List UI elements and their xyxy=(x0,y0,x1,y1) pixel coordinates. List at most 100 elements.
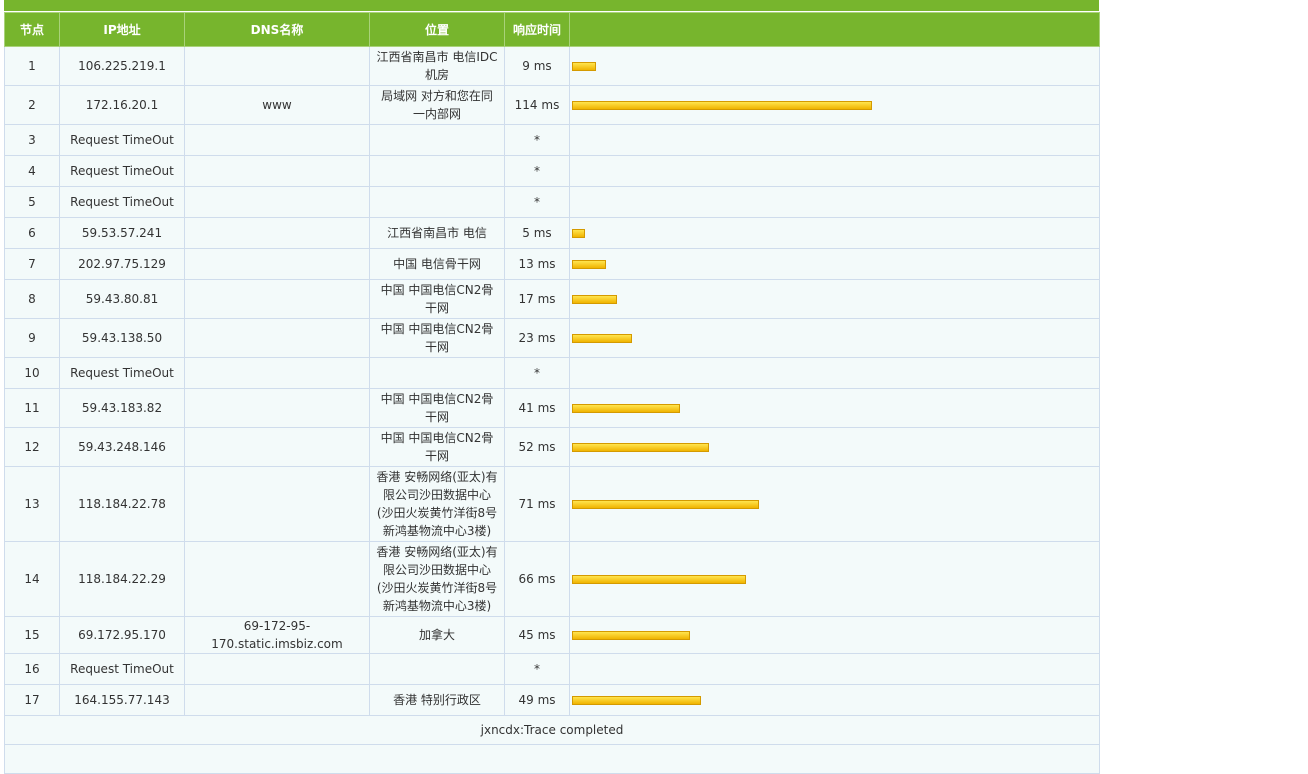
footer-cell: jxncdx:Trace completed xyxy=(4,715,1100,745)
table-row: 13 118.184.22.78 香港 安畅网络(亚太)有限公司沙田数据中心(沙田火… xyxy=(4,466,1100,542)
node-cell: 15 xyxy=(4,616,60,654)
time-bar xyxy=(572,294,617,304)
time-cell: 52 ms xyxy=(504,427,570,467)
column-header: 位置 xyxy=(369,12,505,47)
table-row: 11 59.43.183.82 中国 中国电信CN2骨干网 41 ms xyxy=(4,388,1100,428)
node-cell: 9 xyxy=(4,318,60,358)
node-cell: 14 xyxy=(4,541,60,617)
time-bar xyxy=(572,333,633,343)
dns-cell xyxy=(184,427,370,467)
dns-cell: www xyxy=(184,85,370,125)
node-cell: 7 xyxy=(4,248,60,280)
time-cell: * xyxy=(504,124,570,156)
bar-cell xyxy=(569,318,1100,358)
column-header: DNS名称 xyxy=(184,12,370,47)
table-row: 12 59.43.248.146 中国 中国电信CN2骨干网 52 ms xyxy=(4,427,1100,467)
location-cell: 中国 中国电信CN2骨干网 xyxy=(369,279,505,319)
node-cell: 4 xyxy=(4,155,60,187)
node-cell: 13 xyxy=(4,466,60,542)
location-cell: 香港 安畅网络(亚太)有限公司沙田数据中心(沙田火炭黄竹洋街8号新鸿基物流中心3… xyxy=(369,541,505,617)
trace-table: 节点 IP地址 DNS名称 位置 响应时间 1 106.225.219.1 江西省南昌市 电… xyxy=(4,12,1100,774)
table-row: 14 118.184.22.29 香港 安畅网络(亚太)有限公司沙田数据中心(沙田火… xyxy=(4,541,1100,617)
trace-panel: 节点 IP地址 DNS名称 位置 响应时间 1 106.225.219.1 江西省南昌市 电… xyxy=(4,0,1100,774)
ip-cell: Request TimeOut xyxy=(59,653,185,685)
location-cell: 江西省南昌市 电信IDC机房 xyxy=(369,46,505,86)
ip-cell: 118.184.22.29 xyxy=(59,541,185,617)
ip-cell: 59.43.183.82 xyxy=(59,388,185,428)
table-row: 2 172.16.20.1 www 局域网 对方和您在同一内部网 114 ms xyxy=(4,85,1100,125)
node-cell: 10 xyxy=(4,357,60,389)
time-bar xyxy=(572,499,759,509)
time-cell: 114 ms xyxy=(504,85,570,125)
node-cell: 2 xyxy=(4,85,60,125)
table-row: 1 106.225.219.1 江西省南昌市 电信IDC机房 9 ms xyxy=(4,46,1100,86)
node-cell: 5 xyxy=(4,186,60,218)
bar-cell xyxy=(569,46,1100,86)
node-cell: 16 xyxy=(4,653,60,685)
footer-row: jxncdx:Trace completed xyxy=(4,715,1100,745)
location-cell: 局域网 对方和您在同一内部网 xyxy=(369,85,505,125)
extra-row xyxy=(4,744,1100,774)
bar-cell xyxy=(569,616,1100,654)
time-cell: 5 ms xyxy=(504,217,570,249)
top-bar xyxy=(4,0,1099,12)
dns-cell xyxy=(184,46,370,86)
location-cell: 中国 中国电信CN2骨干网 xyxy=(369,388,505,428)
dns-cell xyxy=(184,653,370,685)
time-bar xyxy=(572,695,701,705)
ip-cell: 59.43.138.50 xyxy=(59,318,185,358)
column-header: IP地址 xyxy=(59,12,185,47)
time-cell: 17 ms xyxy=(504,279,570,319)
table-row: 8 59.43.80.81 中国 中国电信CN2骨干网 17 ms xyxy=(4,279,1100,319)
dns-cell: 69-172-95-170.static.imsbiz.com xyxy=(184,616,370,654)
ip-cell: 59.43.248.146 xyxy=(59,427,185,467)
time-bar xyxy=(572,403,680,413)
time-cell: * xyxy=(504,653,570,685)
ip-cell: 202.97.75.129 xyxy=(59,248,185,280)
bar-cell xyxy=(569,217,1100,249)
table-row: 10 Request TimeOut * xyxy=(4,357,1100,389)
table-row: 5 Request TimeOut * xyxy=(4,186,1100,218)
time-bar xyxy=(572,259,607,269)
location-cell: 中国 中国电信CN2骨干网 xyxy=(369,427,505,467)
ip-cell: 164.155.77.143 xyxy=(59,684,185,716)
bar-cell xyxy=(569,279,1100,319)
dns-cell xyxy=(184,388,370,428)
dns-cell xyxy=(184,186,370,218)
bar-cell xyxy=(569,427,1100,467)
location-cell: 江西省南昌市 电信 xyxy=(369,217,505,249)
ip-cell: 69.172.95.170 xyxy=(59,616,185,654)
bar-cell xyxy=(569,541,1100,617)
table-row: 7 202.97.75.129 中国 电信骨干网 13 ms xyxy=(4,248,1100,280)
ip-cell: Request TimeOut xyxy=(59,357,185,389)
time-cell: * xyxy=(504,186,570,218)
node-cell: 11 xyxy=(4,388,60,428)
bar-cell xyxy=(569,466,1100,542)
node-cell: 8 xyxy=(4,279,60,319)
location-cell: 加拿大 xyxy=(369,616,505,654)
bar-cell xyxy=(569,155,1100,187)
page: 节点 IP地址 DNS名称 位置 响应时间 1 106.225.219.1 江西省南昌市 电… xyxy=(4,0,1100,774)
bar-cell xyxy=(569,684,1100,716)
dns-cell xyxy=(184,318,370,358)
node-cell: 3 xyxy=(4,124,60,156)
time-cell: 13 ms xyxy=(504,248,570,280)
table-row: 4 Request TimeOut * xyxy=(4,155,1100,187)
dns-cell xyxy=(184,124,370,156)
time-bar xyxy=(572,61,596,71)
location-cell xyxy=(369,357,505,389)
bar-cell xyxy=(569,653,1100,685)
location-cell xyxy=(369,186,505,218)
ip-cell: Request TimeOut xyxy=(59,124,185,156)
node-cell: 12 xyxy=(4,427,60,467)
node-cell: 1 xyxy=(4,46,60,86)
ip-cell: 59.43.80.81 xyxy=(59,279,185,319)
location-cell xyxy=(369,155,505,187)
table-row: 6 59.53.57.241 江西省南昌市 电信 5 ms xyxy=(4,217,1100,249)
column-header xyxy=(569,12,1100,47)
bar-cell xyxy=(569,388,1100,428)
ip-cell: 118.184.22.78 xyxy=(59,466,185,542)
dns-cell xyxy=(184,541,370,617)
dns-cell xyxy=(184,217,370,249)
time-cell: 23 ms xyxy=(504,318,570,358)
